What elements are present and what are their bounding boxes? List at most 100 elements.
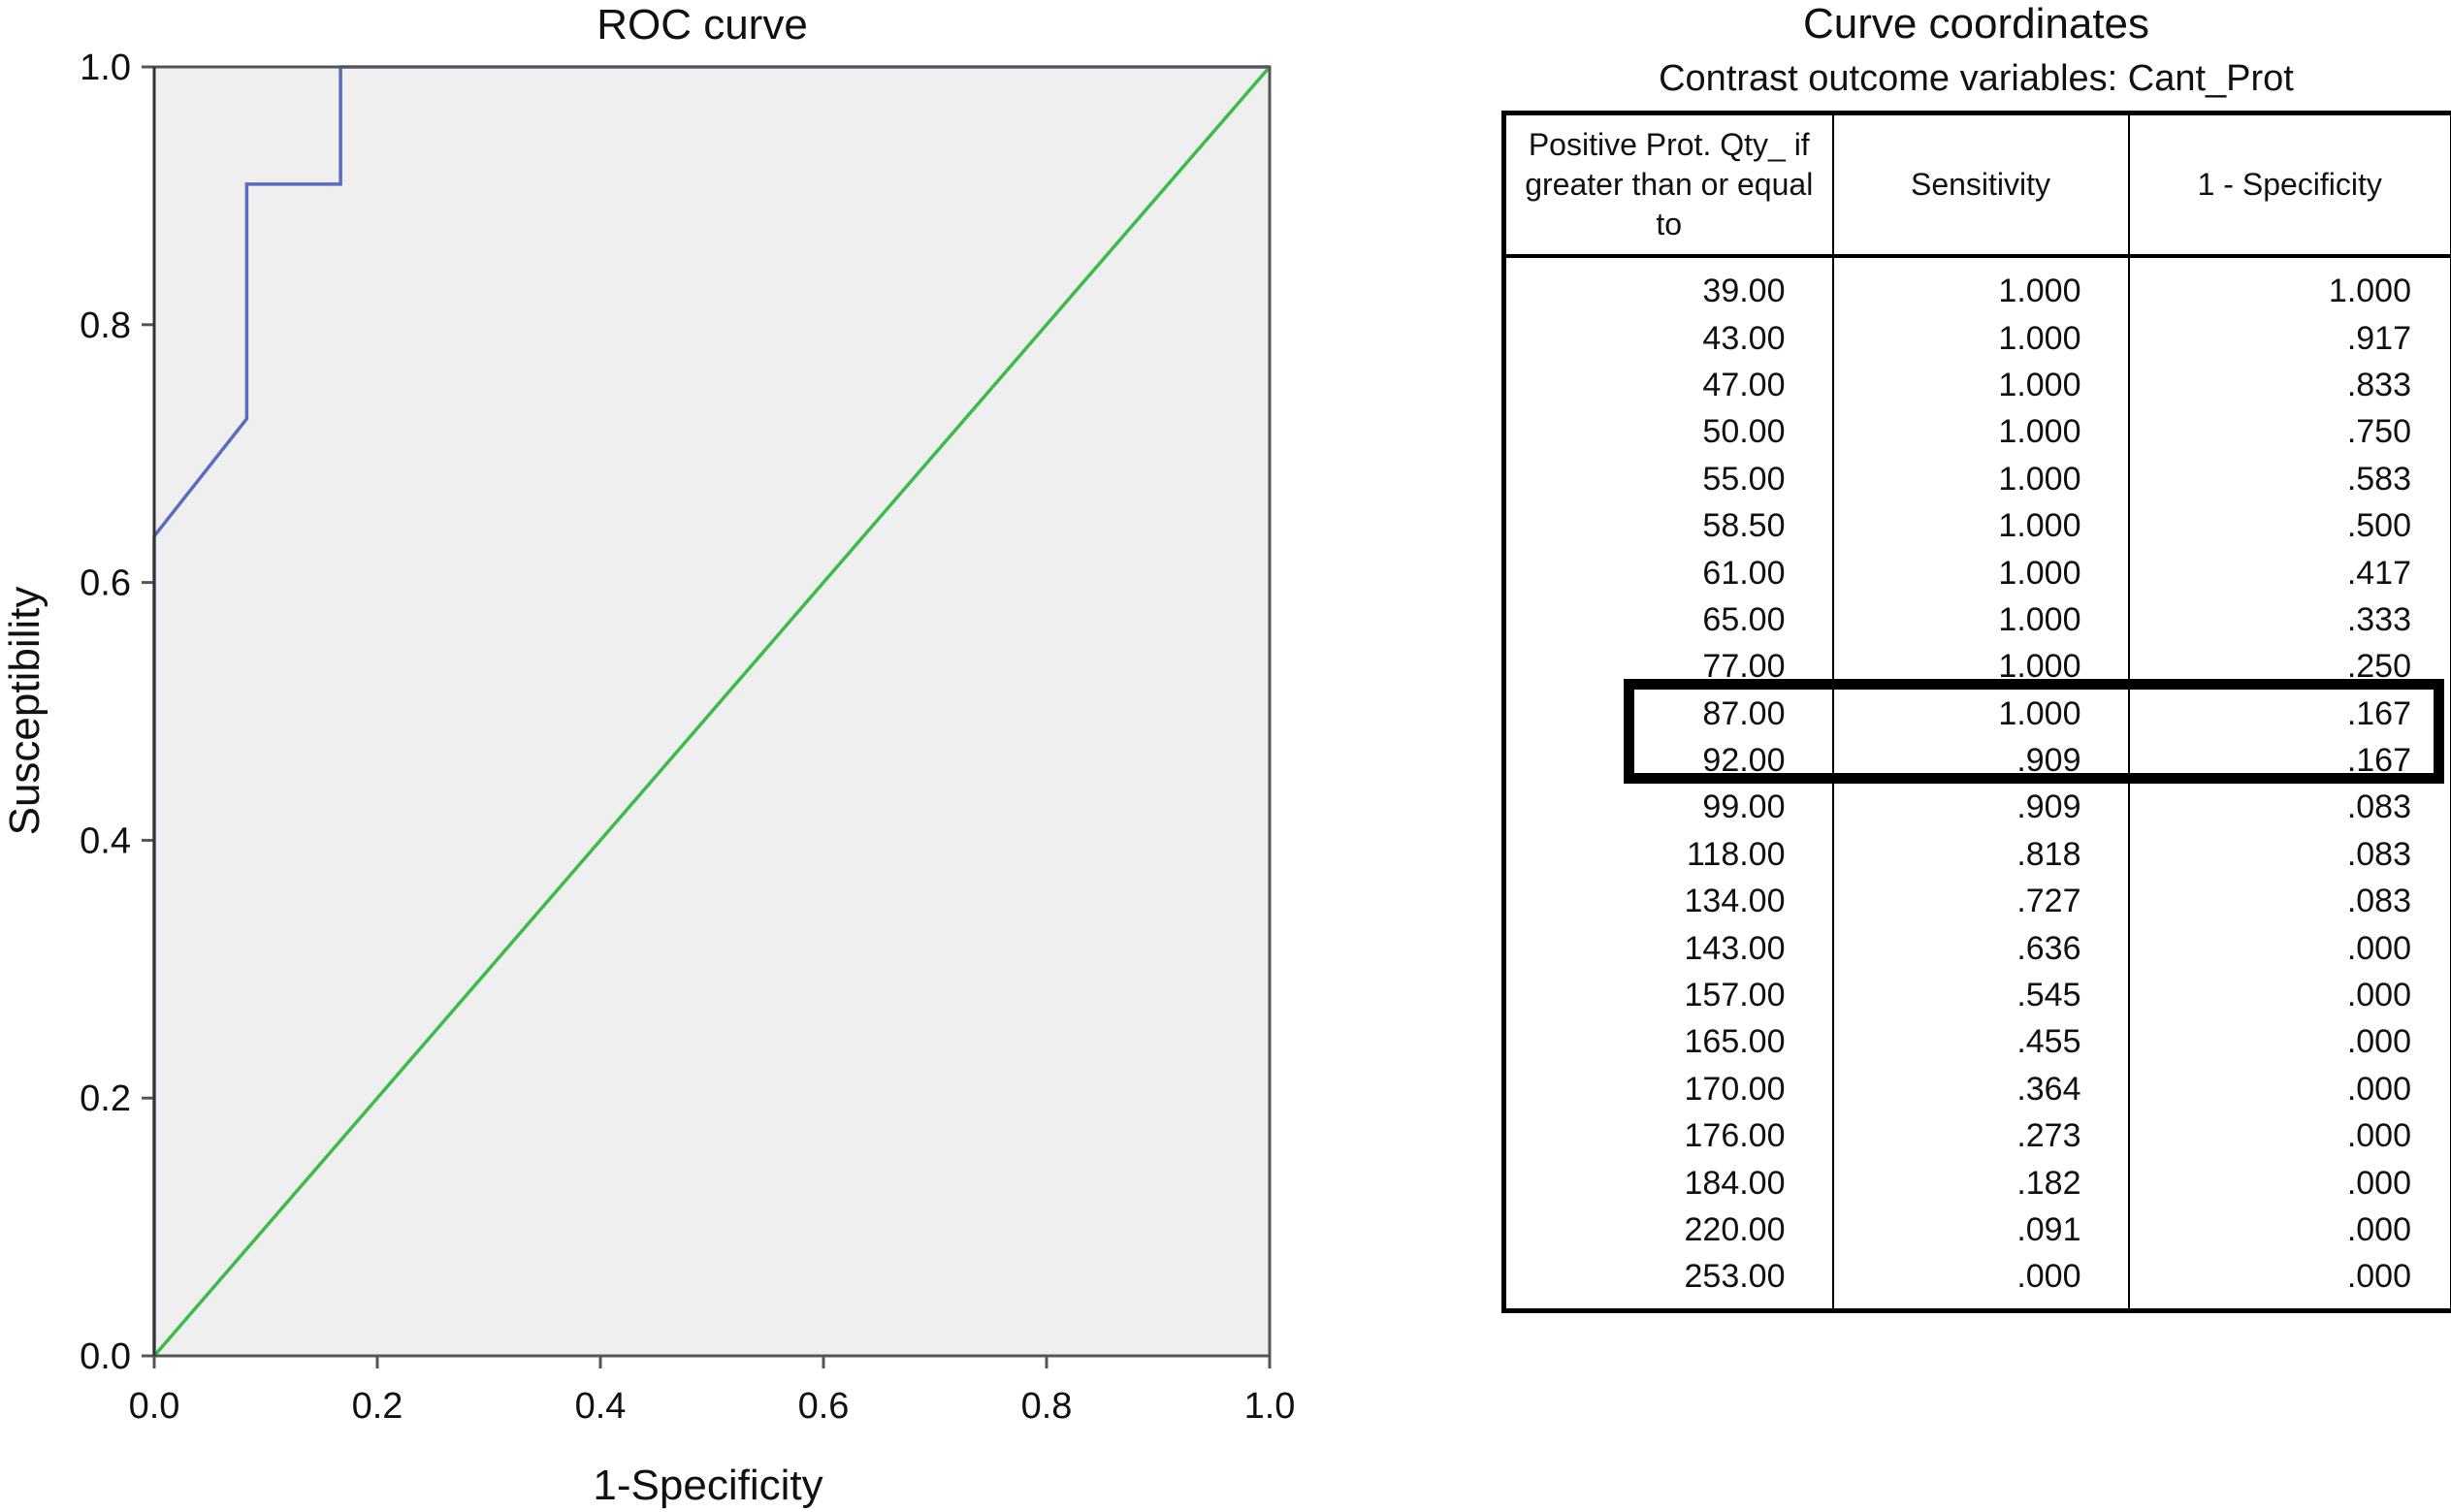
cell-one-minus-specificity: .750 — [2127, 408, 2451, 456]
cell-sensitivity: .909 — [1831, 736, 2130, 785]
table-row: 99.00.909.083 — [1502, 784, 2451, 831]
header-threshold: Positive Prot. Qty_ if greater than or e… — [1502, 113, 1834, 258]
cell-one-minus-specificity: .000 — [2127, 1065, 2451, 1113]
cell-sensitivity: 1.000 — [1831, 690, 2130, 737]
cell-one-minus-specificity: .167 — [2127, 690, 2451, 737]
cell-sensitivity: 1.000 — [1831, 314, 2130, 362]
cell-threshold: 99.00 — [1502, 784, 1834, 831]
table-row: 118.00.818.083 — [1502, 830, 2451, 879]
y-tick-label: 0.6 — [80, 563, 131, 604]
cell-one-minus-specificity: .000 — [2127, 1159, 2451, 1206]
cell-one-minus-specificity: .417 — [2127, 549, 2451, 596]
cell-sensitivity: .273 — [1831, 1112, 2130, 1160]
cell-threshold: 87.00 — [1502, 690, 1834, 737]
x-tick-label: 0.4 — [575, 1386, 627, 1427]
cell-threshold: 184.00 — [1502, 1159, 1834, 1206]
cell-sensitivity: 1.000 — [1831, 408, 2130, 456]
cell-one-minus-specificity: .333 — [2127, 595, 2451, 644]
cell-one-minus-specificity: .000 — [2127, 1206, 2451, 1254]
cell-one-minus-specificity: .000 — [2127, 1253, 2451, 1311]
cell-one-minus-specificity: 1.000 — [2127, 256, 2451, 315]
cell-sensitivity: 1.000 — [1831, 455, 2130, 502]
cell-sensitivity: .636 — [1831, 924, 2130, 972]
x-tick-label: 1.0 — [1244, 1386, 1296, 1427]
y-tick-label: 0.4 — [80, 820, 131, 861]
table-row: 77.00 1.000.250 — [1502, 643, 2451, 691]
cell-threshold: 176.00 — [1502, 1112, 1834, 1160]
cell-one-minus-specificity: .083 — [2127, 830, 2451, 879]
table-row: 47.00 1.000.833 — [1502, 361, 2451, 409]
cell-one-minus-specificity: .917 — [2127, 314, 2451, 362]
cell-threshold: 77.00 — [1502, 643, 1834, 691]
table-row: 43.00 1.000.917 — [1502, 314, 2451, 362]
cell-threshold: 92.00 — [1502, 736, 1834, 785]
reference-diagonal-line — [152, 65, 1272, 1358]
table-row: 92.00.909.167 — [1502, 736, 2451, 785]
cell-sensitivity: .909 — [1831, 784, 2130, 831]
table-row: 143.00.636.000 — [1502, 924, 2451, 972]
cell-sensitivity: .455 — [1831, 1018, 2130, 1066]
curve-coordinates-table: Positive Prot. Qty_ if greater than or e… — [1501, 111, 2451, 1313]
table-row: 87.00 1.000.167 — [1502, 690, 2451, 737]
table-row: 39.00 1.000 1.000 — [1502, 256, 2451, 315]
cell-threshold: 165.00 — [1502, 1018, 1834, 1066]
cell-sensitivity: .727 — [1831, 878, 2130, 925]
header-one-minus-specificity: 1 - Specificity — [2127, 113, 2451, 258]
x-tick-label: 0.6 — [798, 1386, 850, 1427]
cell-threshold: 253.00 — [1502, 1253, 1834, 1311]
header-sensitivity: Sensitivity — [1831, 113, 2130, 258]
cell-one-minus-specificity: .083 — [2127, 784, 2451, 831]
table-row: 176.00.273.000 — [1502, 1112, 2451, 1160]
y-axis-label: Susceptibility — [1, 587, 48, 836]
cell-sensitivity: 1.000 — [1831, 361, 2130, 409]
table-row: 61.00 1.000.417 — [1502, 549, 2451, 596]
cell-threshold: 39.00 — [1502, 256, 1834, 315]
roc-chart: 0.0 0.2 0.4 0.6 0.8 1.0 0.0 0.2 0.4 0.6 0.8 1.0 ROC… — [1, 1, 1296, 1509]
table-row: 253.00.000.000 — [1502, 1253, 2451, 1311]
cell-threshold: 134.00 — [1502, 878, 1834, 925]
table-row: 220.00.091.000 — [1502, 1206, 2451, 1254]
x-tick-label: 0.8 — [1021, 1386, 1073, 1427]
y-tick-label: 1.0 — [80, 48, 131, 88]
cell-threshold: 58.50 — [1502, 501, 1834, 550]
table-row: 65.00 1.000.333 — [1502, 595, 2451, 644]
table-row: 50.00 1.000.750 — [1502, 408, 2451, 456]
cell-sensitivity: .182 — [1831, 1159, 2130, 1206]
cell-threshold: 65.00 — [1502, 595, 1834, 644]
x-tick-label: 0.0 — [129, 1386, 180, 1427]
y-tick-label: 0.2 — [80, 1078, 131, 1119]
cell-sensitivity: .000 — [1831, 1253, 2130, 1311]
y-tick-label: 0.0 — [80, 1336, 131, 1377]
cell-one-minus-specificity: .000 — [2127, 1112, 2451, 1160]
cell-threshold: 220.00 — [1502, 1206, 1834, 1254]
cell-threshold: 143.00 — [1502, 924, 1834, 972]
cell-threshold: 157.00 — [1502, 971, 1834, 1019]
cell-one-minus-specificity: .000 — [2127, 1018, 2451, 1066]
x-axis-label: 1-Specificity — [593, 1462, 822, 1509]
y-tick-label: 0.8 — [80, 306, 131, 346]
table-row: 165.00.455.000 — [1502, 1018, 2451, 1066]
cell-one-minus-specificity: .167 — [2127, 736, 2451, 785]
x-tick-label: 0.2 — [352, 1386, 403, 1427]
cell-threshold: 55.00 — [1502, 455, 1834, 502]
cell-threshold: 43.00 — [1502, 314, 1834, 362]
cell-threshold: 47.00 — [1502, 361, 1834, 409]
cell-one-minus-specificity: .500 — [2127, 501, 2451, 550]
cell-one-minus-specificity: .083 — [2127, 878, 2451, 925]
cell-sensitivity: 1.000 — [1831, 549, 2130, 596]
cell-sensitivity: 1.000 — [1831, 256, 2130, 315]
cell-threshold: 61.00 — [1502, 549, 1834, 596]
cell-sensitivity: 1.000 — [1831, 595, 2130, 644]
cell-one-minus-specificity: .000 — [2127, 971, 2451, 1019]
cell-one-minus-specificity: .250 — [2127, 643, 2451, 691]
cell-threshold: 170.00 — [1502, 1065, 1834, 1113]
table-row: 55.00 1.000.583 — [1502, 455, 2451, 502]
table-row: 170.00.364.000 — [1502, 1065, 2451, 1113]
cell-sensitivity: 1.000 — [1831, 643, 2130, 691]
cell-one-minus-specificity: .000 — [2127, 924, 2451, 972]
cell-one-minus-specificity: .833 — [2127, 361, 2451, 409]
cell-sensitivity: .545 — [1831, 971, 2130, 1019]
table-subtitle: Contrast outcome variables: Cant_Prot — [1659, 58, 2294, 99]
chart-title: ROC curve — [597, 1, 808, 48]
table-row: 157.00.545.000 — [1502, 971, 2451, 1019]
